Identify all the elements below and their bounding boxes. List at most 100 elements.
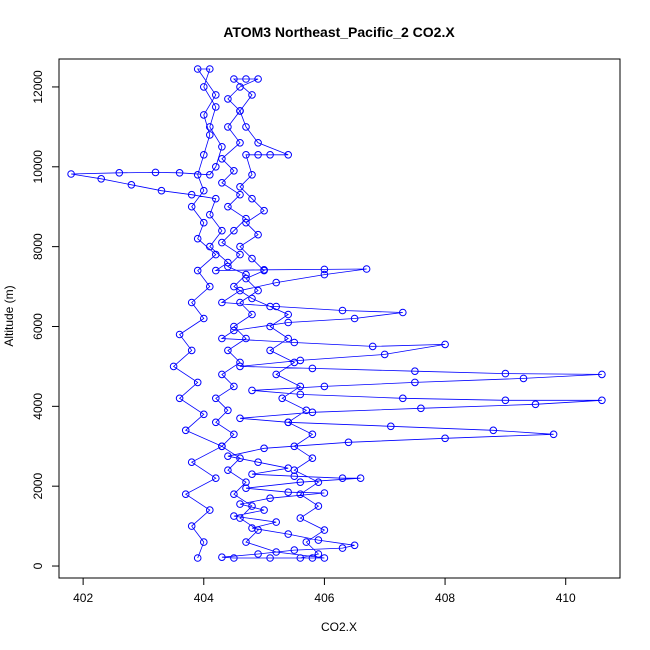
data-point — [284, 310, 293, 319]
data-point — [206, 131, 214, 139]
data-point — [230, 490, 238, 499]
y-tick-label: 10000 — [31, 150, 45, 184]
data-point — [302, 538, 311, 546]
data-point — [248, 254, 256, 263]
data-point — [362, 265, 371, 273]
y-tick-label: 2000 — [31, 473, 45, 500]
data-point — [314, 536, 323, 544]
data-point — [224, 202, 232, 211]
data-point — [151, 168, 160, 177]
data-point — [290, 338, 299, 347]
data-point — [127, 181, 136, 189]
data-point — [320, 554, 329, 562]
data-point — [242, 214, 250, 223]
data-point — [236, 514, 244, 522]
data-point — [175, 394, 184, 403]
data-point — [218, 370, 226, 379]
data-point — [338, 544, 347, 552]
data-point — [296, 554, 305, 562]
data-point — [175, 330, 184, 339]
data-point — [266, 151, 274, 159]
data-point — [212, 103, 220, 111]
data-point — [181, 426, 190, 435]
x-axis-label: CO2.X — [321, 620, 357, 634]
data-point — [200, 111, 208, 119]
data-point — [218, 179, 226, 187]
data-point — [236, 83, 244, 91]
data-point — [218, 238, 226, 247]
data-point — [411, 378, 419, 387]
x-axis: 402 404 406 408 410 — [73, 577, 576, 605]
data-point — [266, 494, 274, 503]
data-point — [236, 362, 244, 371]
data-point — [187, 190, 196, 199]
data-point — [272, 518, 281, 526]
data-point — [598, 396, 606, 405]
data-point — [290, 472, 299, 481]
data-point — [187, 346, 196, 355]
data-point — [242, 274, 250, 283]
data-point — [200, 218, 208, 227]
data-point — [200, 83, 208, 91]
data-point — [290, 442, 299, 451]
data-point — [260, 506, 268, 514]
data-point — [193, 234, 202, 243]
data-point — [224, 262, 232, 271]
data-point — [224, 346, 232, 355]
data-point — [224, 466, 232, 475]
data-point — [260, 444, 268, 453]
data-point — [248, 502, 256, 510]
data-point — [296, 490, 305, 499]
data-point — [218, 334, 226, 343]
series-line — [71, 68, 602, 559]
series-layer — [67, 65, 606, 562]
data-point — [399, 394, 407, 403]
data-point — [224, 95, 232, 103]
data-point — [236, 286, 244, 295]
data-point — [284, 488, 293, 497]
data-point — [254, 550, 262, 558]
data-point — [224, 406, 232, 415]
data-point — [236, 242, 244, 251]
y-tick-label: 8000 — [31, 233, 45, 260]
data-point — [254, 230, 262, 239]
data-point — [193, 65, 202, 73]
data-point — [236, 139, 244, 147]
data-point — [320, 382, 329, 391]
data-point — [206, 282, 214, 291]
data-point — [284, 418, 293, 427]
data-point — [230, 430, 238, 439]
data-point — [200, 538, 208, 546]
x-tick-label: 402 — [73, 591, 93, 605]
data-point — [242, 270, 250, 279]
data-point — [206, 171, 214, 179]
data-point — [97, 175, 105, 183]
data-point — [224, 452, 232, 461]
data-point — [308, 430, 317, 439]
data-point — [248, 310, 256, 319]
data-point — [206, 65, 214, 73]
data-point — [181, 490, 190, 499]
data-point — [236, 414, 244, 423]
y-axis-label: Altitude (m) — [2, 285, 16, 346]
data-point — [260, 266, 268, 275]
data-point — [531, 400, 540, 409]
data-point — [212, 194, 220, 203]
data-point — [254, 458, 262, 467]
data-point — [272, 278, 281, 287]
data-point — [380, 350, 389, 359]
data-point — [320, 270, 329, 279]
data-point — [266, 322, 274, 331]
data-point — [441, 340, 449, 349]
data-point — [67, 170, 75, 178]
data-point — [344, 438, 353, 447]
data-point — [350, 314, 359, 323]
data-point — [519, 374, 528, 383]
chart-title: ATOM3 Northeast_Pacific_2 CO2.X — [223, 24, 455, 40]
data-point — [320, 526, 329, 534]
data-point — [290, 466, 299, 475]
data-point — [218, 442, 226, 451]
data-point — [200, 314, 208, 323]
data-point — [218, 553, 226, 562]
